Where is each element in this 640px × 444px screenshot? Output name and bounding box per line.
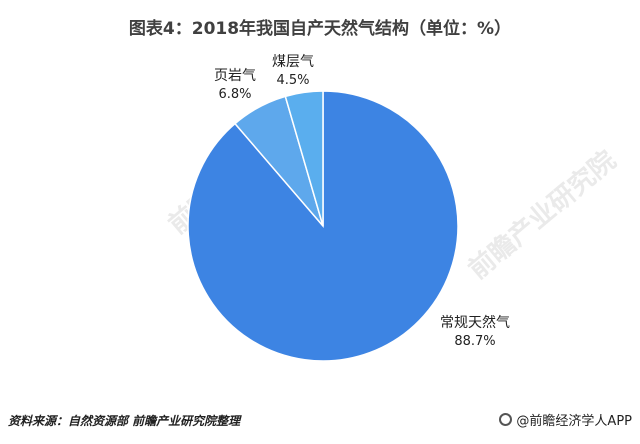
brand-logo-icon [499,413,513,426]
slice-value-label: 4.5% [276,73,309,88]
chart-title: 图表4：2018年我国自产天然气结构（单位：%） [128,19,512,39]
source-note: 资料来源：自然资源部 前瞻产业研究院整理 [8,414,241,428]
slice-value-label: 88.7% [454,334,495,349]
brand-text: @前瞻经济学人APP [516,414,632,429]
slice-coalbed-gas [284,90,324,227]
slice-label: 常规天然气 [440,314,510,331]
brand-line: @前瞻经济学人APP [499,410,632,429]
slice-label: 煤层气 [272,54,314,70]
slice-value-label: 6.8% [218,87,251,102]
slice-label: 页岩气 [214,68,256,84]
